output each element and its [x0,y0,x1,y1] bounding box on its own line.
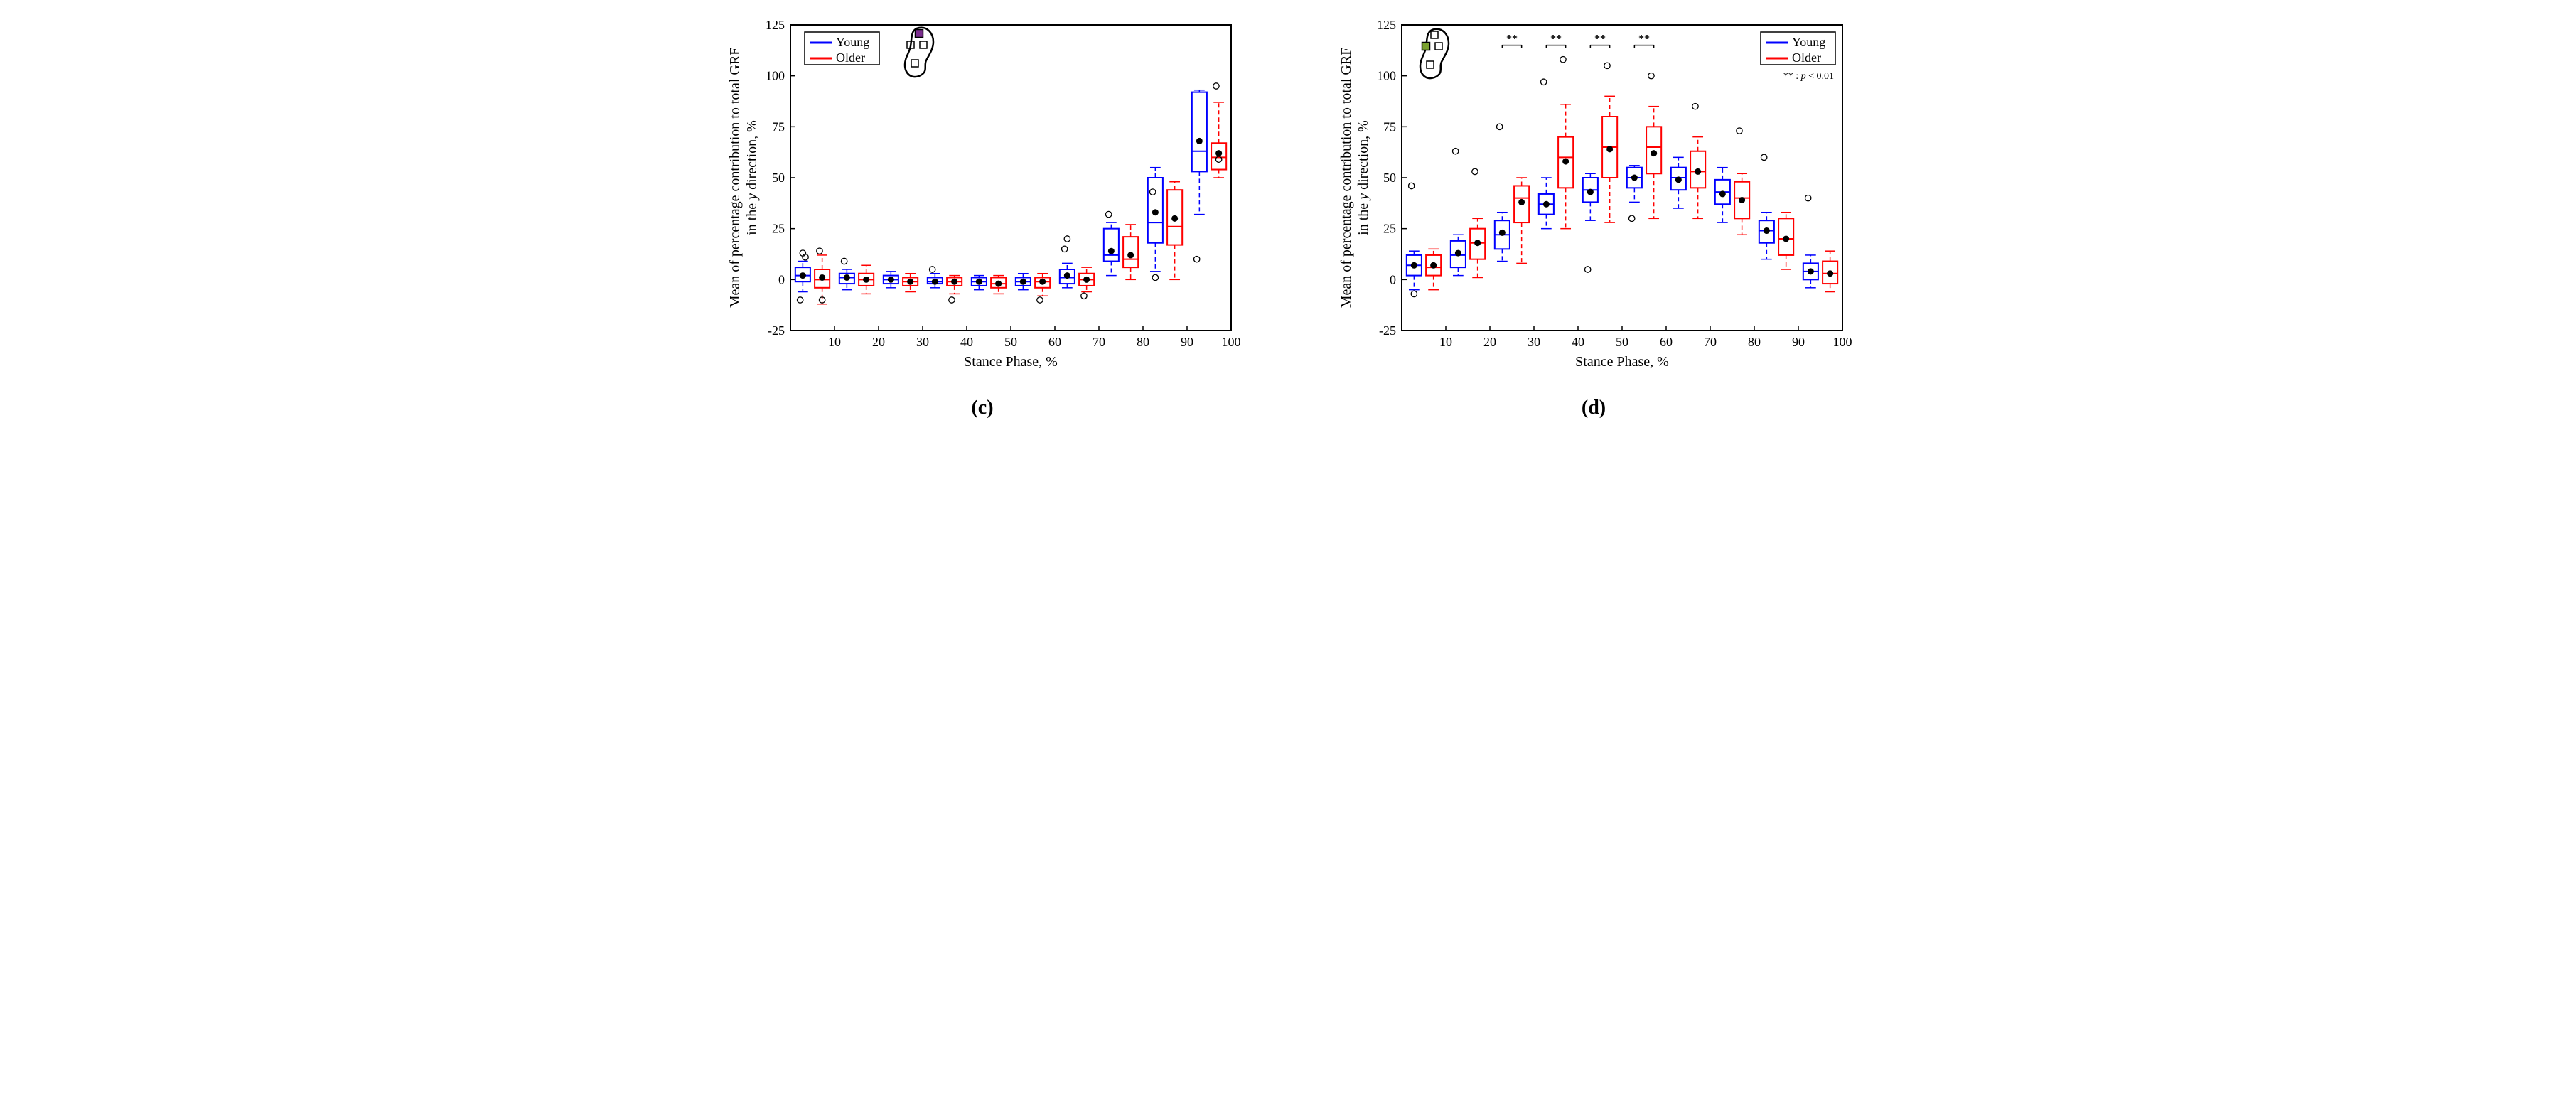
svg-text:-25: -25 [768,323,785,338]
svg-text:100: 100 [766,69,785,83]
svg-text:Stance Phase, %: Stance Phase, % [964,354,1058,370]
svg-text:Mean of percentage contributio: Mean of percentage contribution to total… [1338,48,1371,308]
svg-text:90: 90 [1792,335,1805,349]
panel-d: 10 20 30 40 50 60 70 80 90 100 -25 0 25 50 75 100 125 Sta… [1331,14,1857,419]
svg-text:**: ** [1638,33,1650,45]
svg-text:Stance Phase, %: Stance Phase, % [1575,354,1669,370]
svg-text:30: 30 [916,335,929,349]
svg-text:**: ** [1594,33,1606,45]
svg-text:100: 100 [1377,69,1396,83]
svg-text:0: 0 [1390,272,1396,286]
svg-text:Young: Young [1792,35,1825,49]
figure-row: 102030405060708090100-250255075100125Sta… [14,14,2562,419]
svg-text:60: 60 [1660,335,1673,349]
chart-c: 10 20 30 40 50 60 70 80 90 100 -25 0 25 50 75 100 125 Sta… [719,14,1245,384]
svg-text:80: 80 [1748,335,1761,349]
svg-text:100: 100 [1833,335,1852,349]
svg-text:30: 30 [1528,335,1540,349]
svg-text:25: 25 [1383,222,1396,236]
svg-text:50: 50 [1616,335,1628,349]
svg-text:70: 70 [1704,335,1717,349]
svg-text:Mean of percentage contributio: Mean of percentage contribution to total… [727,48,760,308]
svg-text:Young: Young [836,35,869,49]
svg-text:**: ** [1550,33,1562,45]
svg-text:60: 60 [1048,335,1061,349]
svg-text:50: 50 [772,171,785,185]
svg-text:10: 10 [1439,335,1452,349]
svg-text:Older: Older [1792,50,1821,65]
subcaption-c: (c) [971,397,993,419]
svg-text:40: 40 [1572,335,1584,349]
svg-text:-25: -25 [1379,323,1396,338]
svg-text:75: 75 [772,119,785,134]
svg-text:70: 70 [1093,335,1105,349]
svg-text:100: 100 [1222,335,1241,349]
svg-text:10: 10 [828,335,841,349]
panel-c: 10 20 30 40 50 60 70 80 90 100 -25 0 25 50 75 100 125 Sta… [719,14,1245,419]
chart-d: 10 20 30 40 50 60 70 80 90 100 -25 0 25 50 75 100 125 Sta… [1331,14,1857,384]
svg-text:20: 20 [872,335,885,349]
svg-text:125: 125 [1377,18,1396,32]
svg-text:0: 0 [778,272,785,286]
svg-text:Older: Older [836,50,865,65]
svg-text:20: 20 [1483,335,1496,349]
svg-text:80: 80 [1137,335,1149,349]
svg-text:**: ** [1506,33,1518,45]
svg-text:75: 75 [1383,119,1396,134]
svg-text:50: 50 [1004,335,1017,349]
subcaption-d: (d) [1582,397,1606,419]
svg-text:90: 90 [1181,335,1193,349]
svg-text:40: 40 [960,335,973,349]
svg-text:50: 50 [1383,171,1396,185]
svg-text:25: 25 [772,222,785,236]
svg-text:125: 125 [766,18,785,32]
svg-text:** : p < 0.01: ** : p < 0.01 [1783,71,1834,82]
